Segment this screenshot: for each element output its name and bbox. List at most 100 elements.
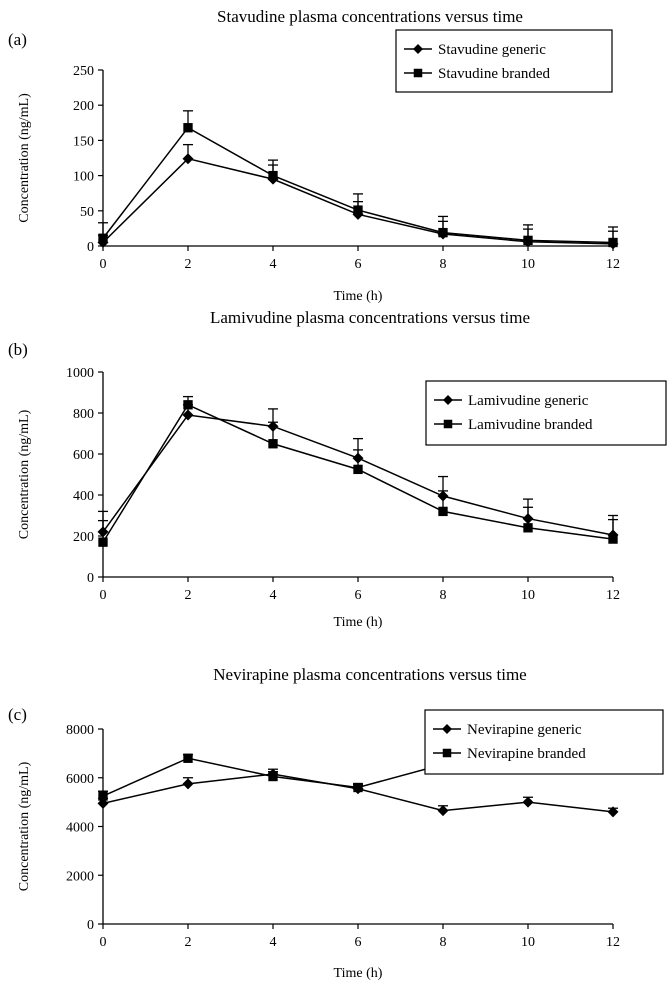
legend: Stavudine generic Stavudine branded xyxy=(395,29,613,93)
series-line xyxy=(102,126,614,244)
data-point xyxy=(183,753,193,763)
x-axis-label: Time (h) xyxy=(334,615,383,630)
chart-panel-3: Nevirapine plasma concentrations versus … xyxy=(8,665,664,981)
data-point xyxy=(608,237,618,248)
y-tick-label: 800 xyxy=(73,407,94,422)
y-axis-label: Concentration (ng/mL) xyxy=(17,93,32,223)
x-tick-label: 10 xyxy=(521,588,535,603)
y-tick-label: 600 xyxy=(73,448,94,463)
legend-label: Stavudine generic xyxy=(438,42,546,58)
y-tick-label: 150 xyxy=(73,134,94,149)
data-point xyxy=(183,400,193,410)
x-tick-label: 6 xyxy=(355,935,362,950)
x-tick-label: 2 xyxy=(185,935,192,950)
x-tick-label: 8 xyxy=(440,935,447,950)
legend-marker xyxy=(413,44,423,54)
legend-label: Stavudine branded xyxy=(438,66,551,82)
chart-title: Nevirapine plasma concentrations versus … xyxy=(213,665,526,684)
x-tick-label: 12 xyxy=(606,588,620,603)
x-axis-label: Time (h) xyxy=(334,289,383,304)
x-tick-label: 8 xyxy=(440,257,447,272)
data-point xyxy=(438,227,448,238)
data-point xyxy=(437,805,449,817)
legend-marker xyxy=(443,395,453,405)
series-1 xyxy=(97,768,619,818)
chart-title: Lamivudine plasma concentrations versus … xyxy=(210,308,530,327)
legend-marker xyxy=(442,724,452,734)
y-tick-label: 6000 xyxy=(66,772,94,787)
data-point xyxy=(268,439,278,449)
data-point xyxy=(438,506,448,517)
legend-label: Lamivudine generic xyxy=(468,393,589,409)
y-tick-label: 0 xyxy=(87,918,94,933)
series-2 xyxy=(98,110,618,248)
legend-label: Nevirapine branded xyxy=(467,746,586,762)
data-point xyxy=(268,170,278,181)
data-point xyxy=(353,782,363,793)
x-tick-label: 8 xyxy=(440,588,447,603)
x-tick-label: 0 xyxy=(100,935,107,950)
x-tick-label: 12 xyxy=(606,935,620,950)
y-tick-label: 2000 xyxy=(66,869,94,884)
chart-panel-1: Stavudine plasma concentrations versus t… xyxy=(8,7,620,304)
data-point xyxy=(98,537,108,547)
x-tick-label: 4 xyxy=(270,588,277,603)
x-tick-label: 10 xyxy=(521,257,535,272)
y-tick-label: 8000 xyxy=(66,723,94,738)
data-point xyxy=(607,806,619,818)
y-tick-label: 400 xyxy=(73,489,94,504)
y-axis-label: Concentration (ng/mL) xyxy=(17,409,32,539)
y-tick-label: 250 xyxy=(73,64,94,79)
x-tick-label: 12 xyxy=(606,257,620,272)
x-tick-label: 6 xyxy=(355,257,362,272)
legend-box xyxy=(425,380,667,446)
x-tick-label: 2 xyxy=(185,257,192,272)
x-tick-label: 0 xyxy=(100,257,107,272)
data-point xyxy=(522,796,534,808)
panel-label: (a) xyxy=(8,30,27,49)
x-axis-label: Time (h) xyxy=(334,966,383,981)
data-point xyxy=(523,523,533,533)
x-tick-label: 4 xyxy=(270,935,277,950)
data-point xyxy=(98,233,108,243)
x-tick-label: 2 xyxy=(185,588,192,603)
y-tick-label: 200 xyxy=(73,99,94,114)
legend-marker xyxy=(443,419,453,429)
legend-box xyxy=(395,29,613,93)
legend-marker xyxy=(442,748,452,758)
data-point xyxy=(353,205,363,215)
data-point xyxy=(98,791,108,801)
x-tick-label: 4 xyxy=(270,257,277,272)
x-tick-label: 10 xyxy=(521,935,535,950)
x-tick-label: 0 xyxy=(100,588,107,603)
chart-title: Stavudine plasma concentrations versus t… xyxy=(217,7,523,26)
series-2 xyxy=(98,395,618,547)
y-tick-label: 50 xyxy=(80,205,94,220)
data-point xyxy=(523,235,533,246)
legend: Nevirapine generic Nevirapine branded xyxy=(424,709,664,775)
data-point xyxy=(182,778,194,790)
data-point xyxy=(182,409,194,421)
legend-marker xyxy=(413,68,423,78)
panel-label: (c) xyxy=(8,705,27,724)
legend-label: Lamivudine branded xyxy=(468,417,593,433)
panel-label: (b) xyxy=(8,340,28,359)
y-tick-label: 4000 xyxy=(66,821,94,836)
y-tick-label: 100 xyxy=(73,170,94,185)
legend-box xyxy=(424,709,664,775)
y-axis-label: Concentration (ng/mL) xyxy=(17,761,32,891)
chart-panel-2: Lamivudine plasma concentrations versus … xyxy=(8,308,667,630)
data-point xyxy=(183,123,193,133)
legend-label: Nevirapine generic xyxy=(467,722,582,738)
y-tick-label: 0 xyxy=(87,240,94,255)
x-tick-label: 6 xyxy=(355,588,362,603)
y-tick-label: 200 xyxy=(73,530,94,545)
legend: Lamivudine generic Lamivudine branded xyxy=(425,380,667,446)
y-tick-label: 0 xyxy=(87,571,94,586)
data-point xyxy=(353,464,363,475)
data-point xyxy=(182,153,194,165)
y-tick-label: 1000 xyxy=(66,366,94,381)
data-point xyxy=(268,771,278,782)
data-point xyxy=(608,534,618,544)
